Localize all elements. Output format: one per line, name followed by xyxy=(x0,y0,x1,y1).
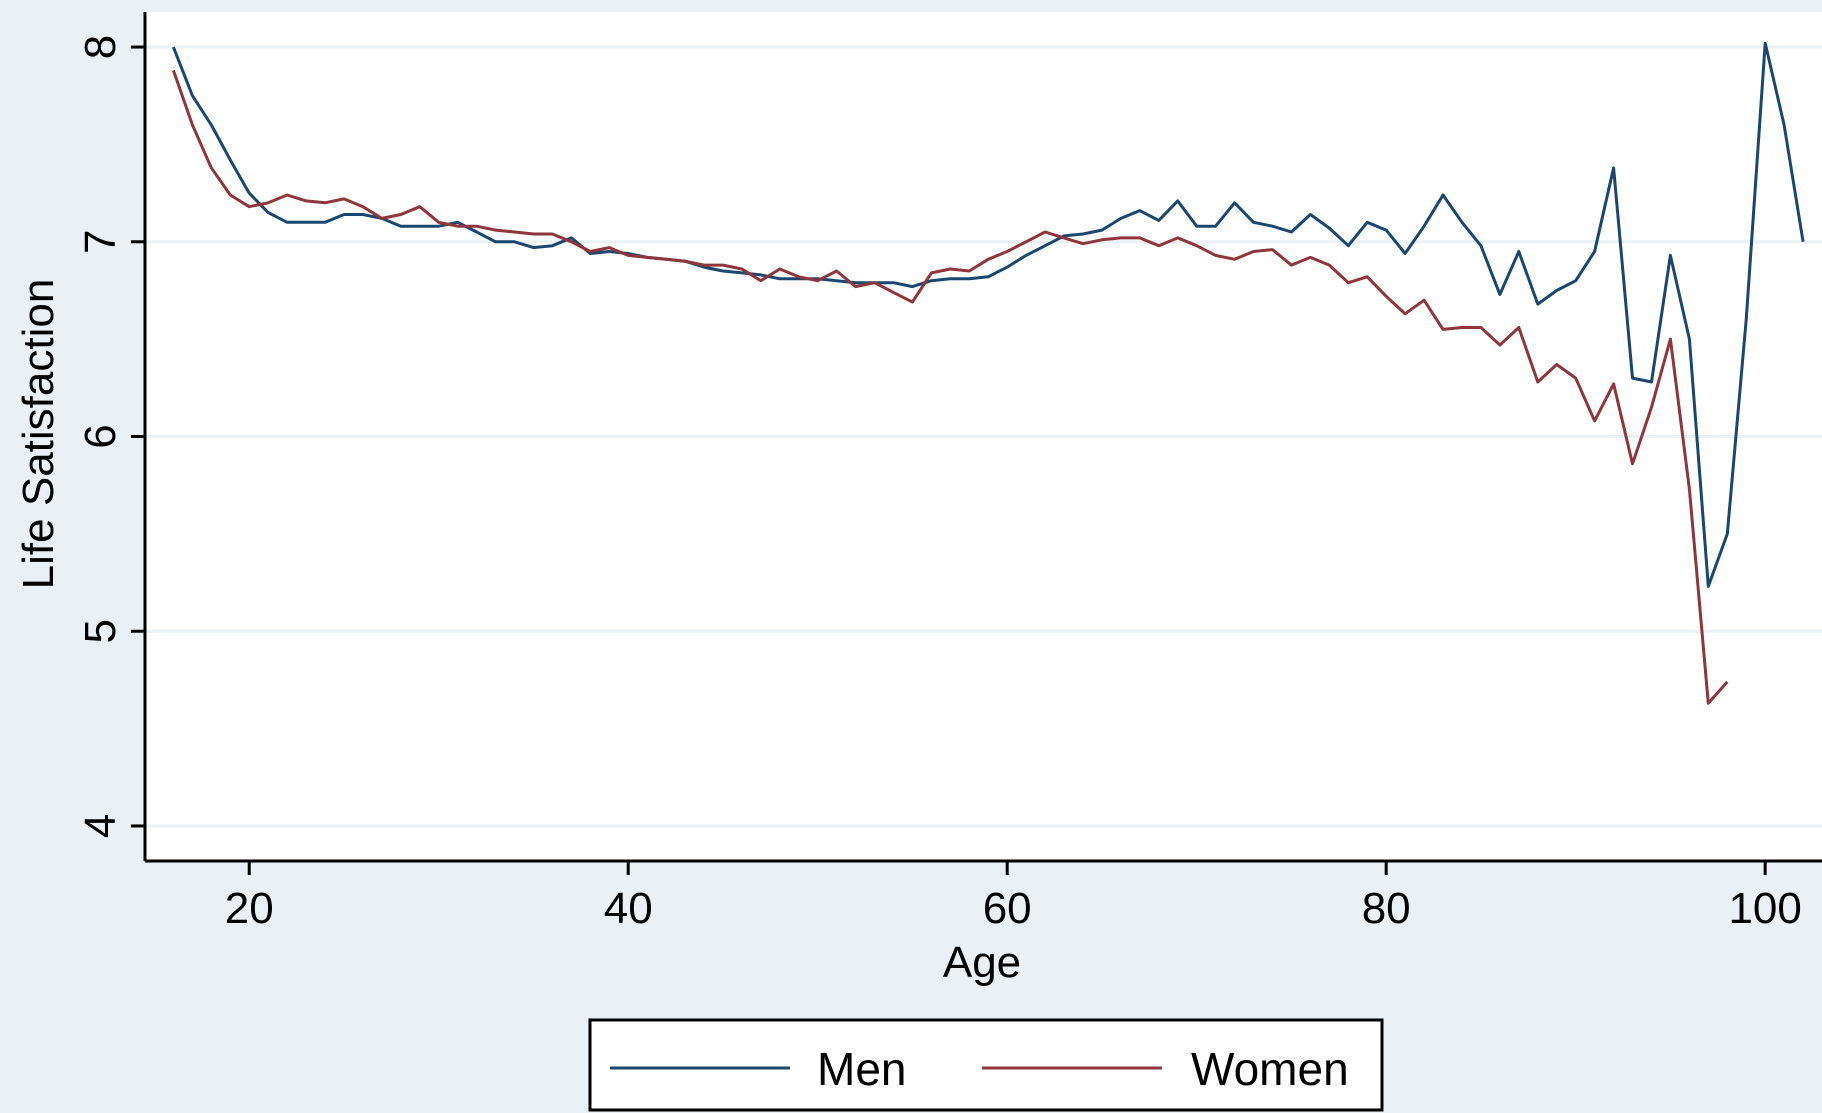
legend: Men Women xyxy=(588,1018,1384,1112)
series-line-women xyxy=(171,69,1729,705)
legend-box xyxy=(588,1018,1384,1112)
y-tick-label: 7 xyxy=(76,230,125,254)
grid-lines xyxy=(145,45,1822,828)
x-tick-label: 20 xyxy=(225,884,274,933)
y-axis-title: Life Satisfaction xyxy=(14,279,63,590)
x-tick-label: 60 xyxy=(983,884,1032,933)
y-tick-label: 6 xyxy=(76,424,125,448)
legend-label-women: Women xyxy=(1191,1043,1349,1095)
y-tick-label: 8 xyxy=(76,35,125,59)
x-axis-title: Age xyxy=(943,938,1021,987)
y-tick-label: 4 xyxy=(76,814,125,838)
legend-label-men: Men xyxy=(817,1043,906,1095)
x-tick-label: 40 xyxy=(604,884,653,933)
x-tick-label: 100 xyxy=(1728,884,1801,933)
series-lines xyxy=(171,41,1805,705)
x-tick-label: 80 xyxy=(1362,884,1411,933)
axis-ticks: 4 5 6 7 8 20 40 60 80 100 xyxy=(76,35,1802,933)
y-tick-label: 5 xyxy=(76,619,125,643)
